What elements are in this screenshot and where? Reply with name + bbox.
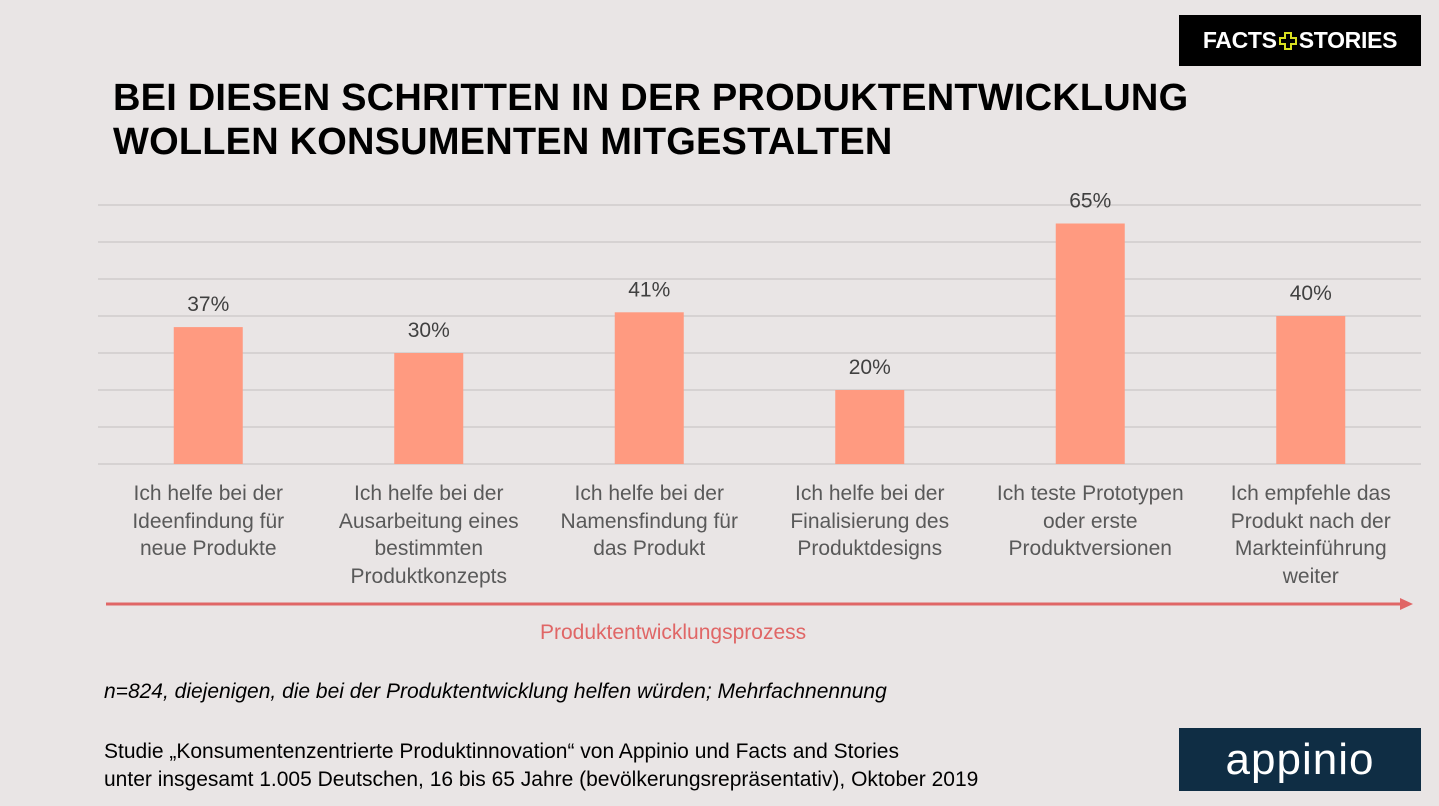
category-label: Ich helfe bei der Ausarbeitung eines besti… — [314, 480, 544, 590]
data-label: 65% — [1069, 190, 1111, 213]
category-label-line: Finalisierung des — [790, 509, 950, 533]
gridlines — [98, 204, 1421, 465]
arrow-head-icon — [1400, 598, 1413, 610]
process-arrow — [106, 598, 1413, 610]
data-label: 20% — [849, 356, 891, 379]
category-label: Ich empfehle das Produkt nach der Marktein… — [1196, 480, 1426, 590]
category-label-line: Namensfindung für — [560, 509, 738, 533]
data-labels: 37% 30% 41% 20% 65% 40% — [187, 190, 1332, 380]
chart-title-line-2: WOLLEN KONSUMENTEN MITGESTALTEN — [113, 121, 893, 163]
source-line-2: unter insgesamt 1.005 Deutschen, 16 bis … — [104, 768, 979, 791]
category-label-line: Produkt nach der — [1230, 509, 1391, 533]
data-label: 30% — [408, 319, 450, 342]
x-axis-label: Produktentwicklungsprozess — [540, 621, 807, 644]
logo-text-facts: FACTS — [1202, 27, 1277, 53]
bar — [173, 327, 243, 464]
category-label-line: das Produkt — [593, 537, 706, 560]
category-label: Ich helfe bei der Namensfindung für das Pr… — [534, 480, 764, 563]
data-label: 41% — [628, 278, 670, 301]
category-label-line: Produktdesigns — [797, 537, 943, 560]
source-note: Studie „Konsumentenzentrierte Produktinn… — [104, 738, 978, 794]
data-label: 37% — [187, 293, 229, 316]
category-label-line: Ich teste Prototypen — [996, 482, 1184, 505]
category-label-line: Ideenfindung für — [132, 509, 285, 533]
facts-and-stories-logo: FACTS STORIES — [1179, 15, 1421, 66]
category-label-line: neue Produkte — [139, 537, 277, 560]
category-label-line: Ich empfehle das — [1230, 482, 1391, 505]
category-label-line: Ich helfe bei der — [354, 482, 504, 505]
category-label-line: Produktversionen — [1008, 537, 1172, 560]
footnote: n=824, diejenigen, die bei der Produkten… — [104, 680, 887, 703]
source-line-1: Studie „Konsumentenzentrierte Produktinn… — [104, 740, 899, 763]
category-label-line: oder erste — [1042, 509, 1138, 533]
plus-icon — [1278, 31, 1297, 50]
chart-title-line-1: BEI DIESEN SCHRITTEN IN DER PRODUKTENTWI… — [113, 77, 1189, 119]
data-label: 40% — [1290, 282, 1332, 305]
bar — [1055, 223, 1125, 464]
category-label-line: Produktkonzepts — [350, 564, 507, 588]
category-label-line: weiter — [1282, 564, 1339, 588]
bar — [1276, 316, 1346, 464]
chart-title: BEI DIESEN SCHRITTEN IN DER PRODUKTENTWI… — [113, 76, 1188, 164]
bar — [614, 312, 684, 464]
logo-text-stories: STORIES — [1298, 27, 1398, 53]
bar — [394, 353, 464, 464]
category-label-line: Ich helfe bei der — [795, 482, 945, 505]
category-label-line: Ich helfe bei der — [133, 482, 283, 505]
category-label-line: bestimmten — [374, 537, 484, 560]
category-label-line: Ausarbeitung eines — [338, 509, 519, 533]
category-label: Ich helfe bei der Finalisierung des Produk… — [755, 480, 985, 563]
category-label-line: Markteinführung — [1234, 537, 1387, 560]
category-label-line: Ich helfe bei der — [574, 482, 724, 505]
bar — [835, 390, 905, 464]
category-label: Ich helfe bei der Ideenfindung für neue Pr… — [93, 480, 323, 563]
category-label: Ich teste Prototypen oder erste Produktver… — [975, 480, 1205, 563]
appinio-logo: appinio — [1179, 728, 1421, 791]
bars — [173, 223, 1346, 464]
